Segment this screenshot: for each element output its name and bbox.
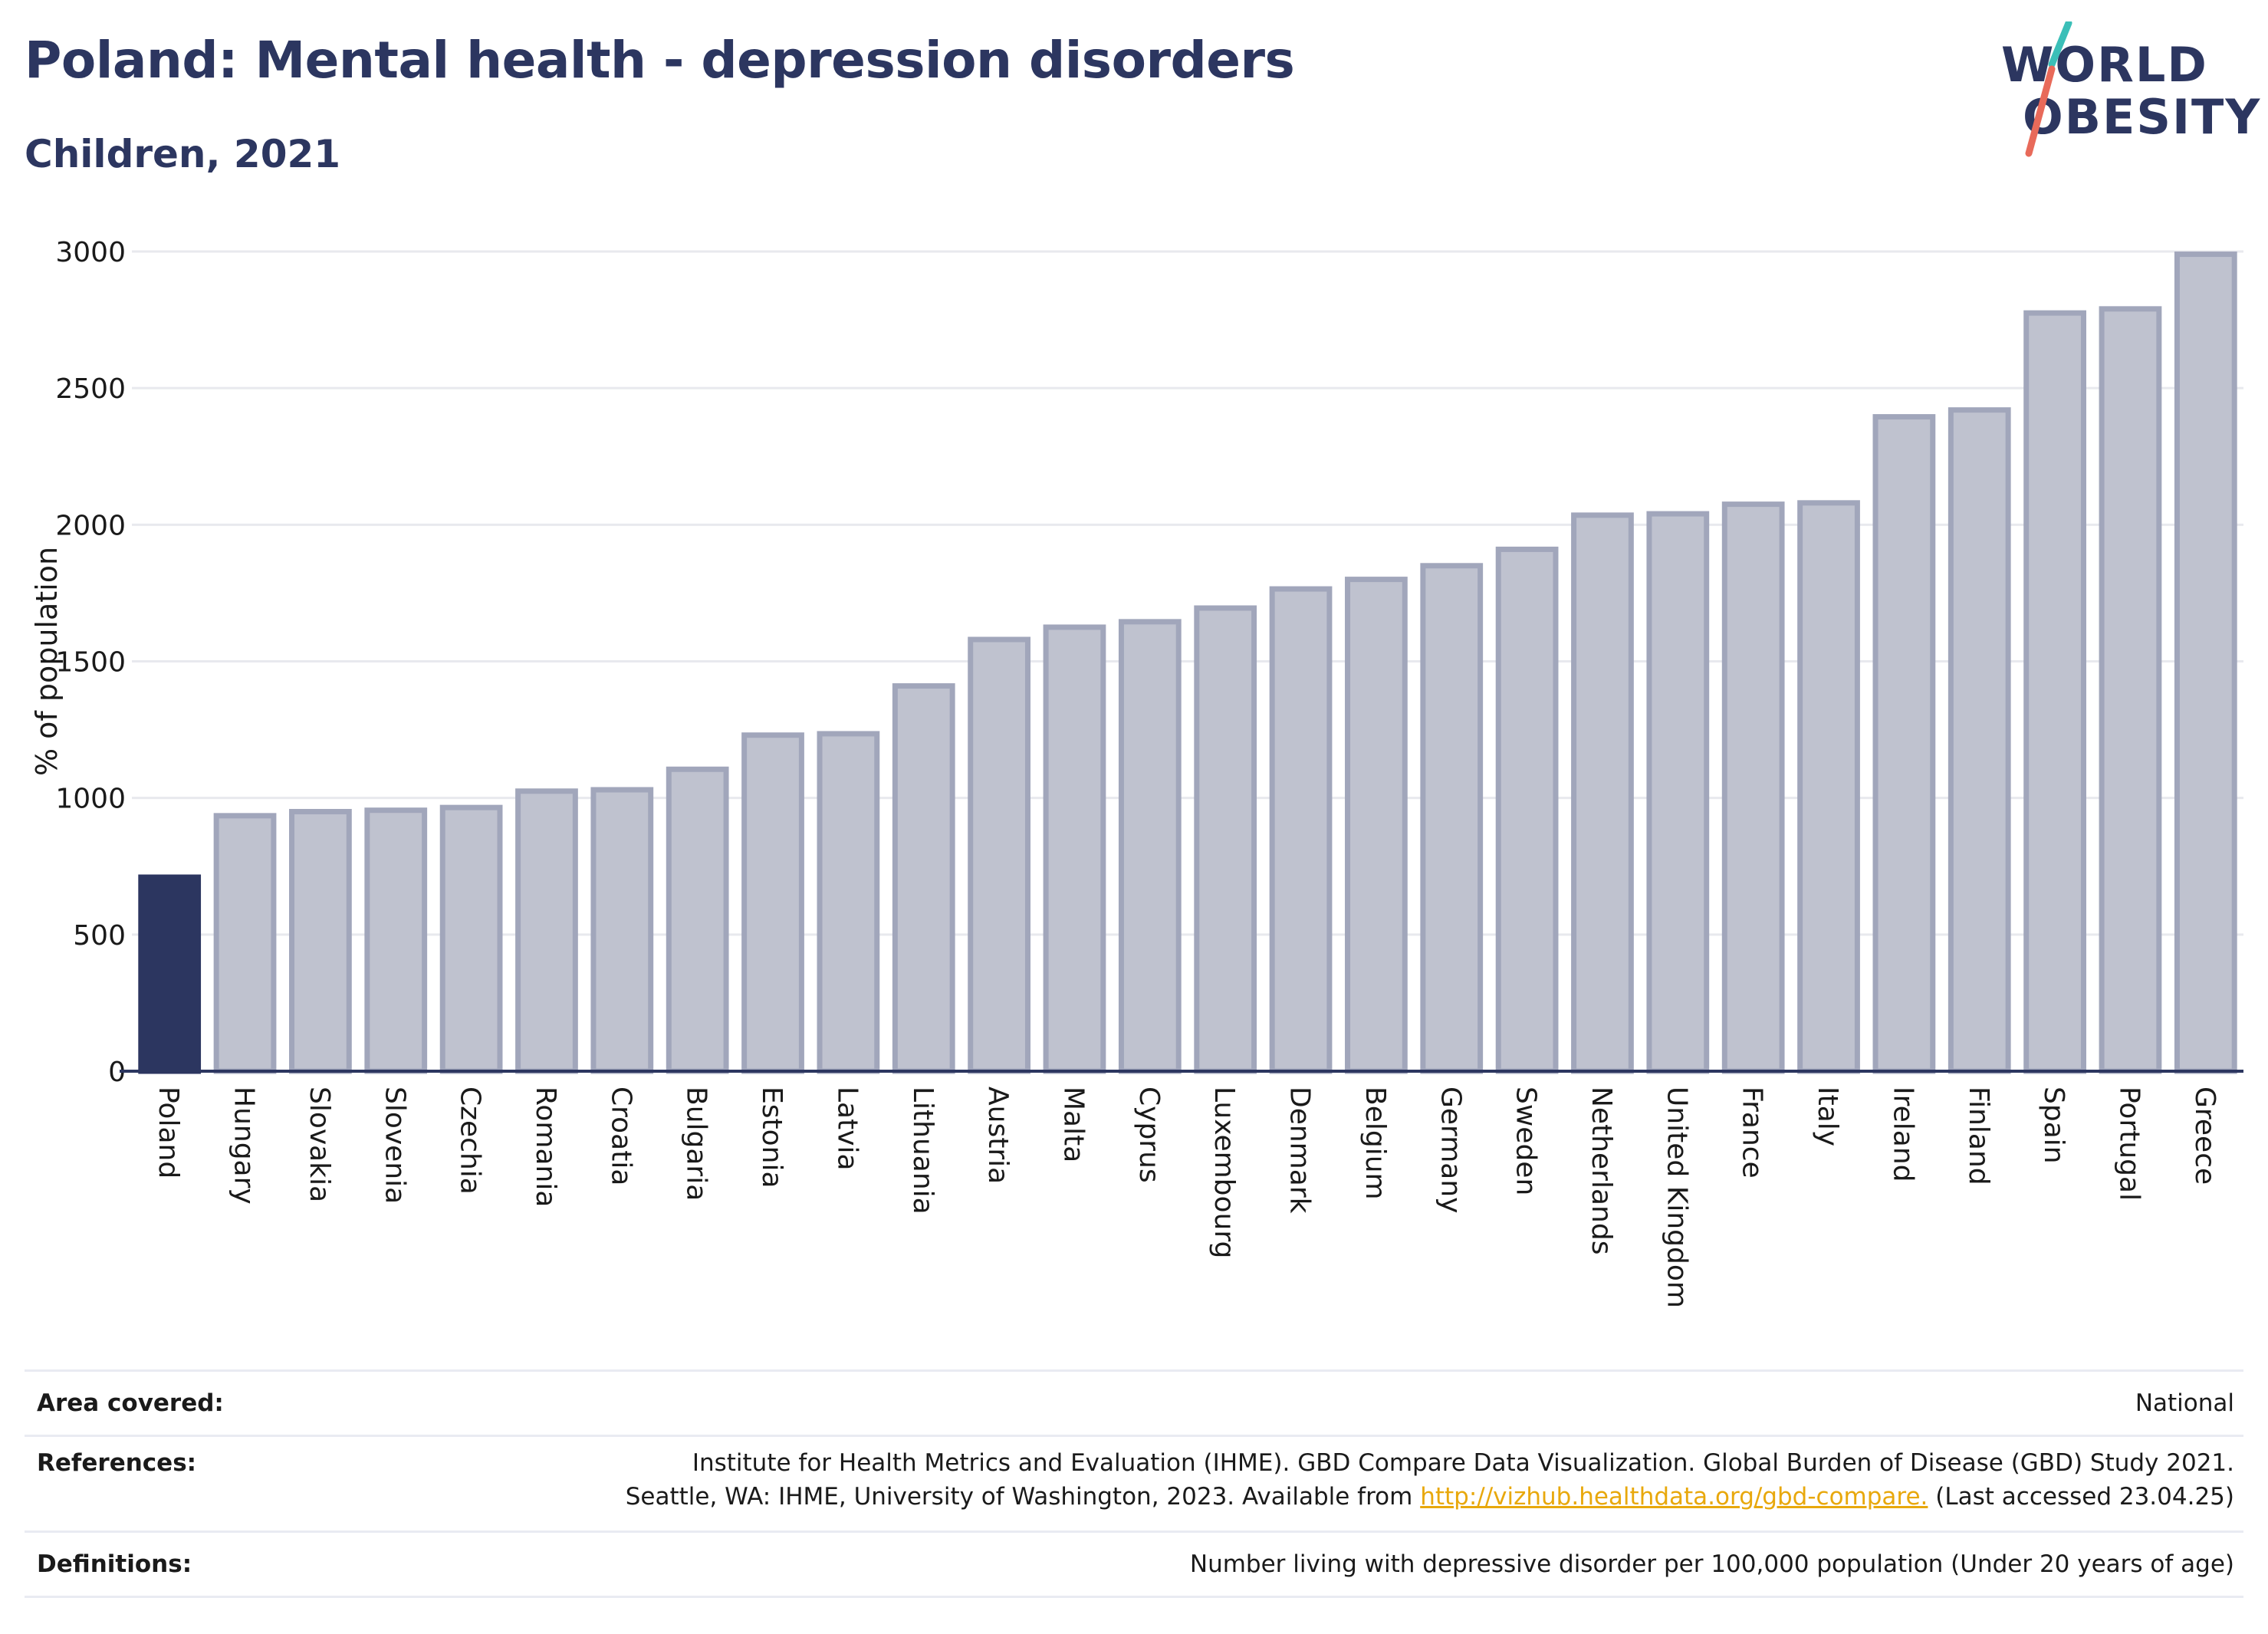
bar-croatia — [590, 787, 654, 1074]
x-tick-label: Slovakia — [304, 1087, 335, 1202]
y-tick-label: 3000 — [55, 237, 126, 268]
area-value: National — [2135, 1389, 2234, 1417]
bar-sweden — [1495, 546, 1559, 1074]
definitions-value: Number living with depressive disorder p… — [1189, 1550, 2234, 1578]
bar-bulgaria — [666, 766, 729, 1074]
bar-finland — [1948, 407, 2011, 1074]
x-tick-label: Estonia — [756, 1087, 787, 1189]
references-line2-pre: Seattle, WA: IHME, University of Washing… — [625, 1483, 1421, 1511]
x-tick-label: Bulgaria — [681, 1087, 712, 1201]
x-tick-label: Malta — [1057, 1087, 1089, 1162]
x-tick-label: Greece — [2189, 1087, 2220, 1185]
x-tick-label: Cyprus — [1133, 1087, 1165, 1183]
footer-row-references: References: Institute for Health Metrics… — [25, 1435, 2243, 1530]
x-tick-label: Latvia — [831, 1087, 863, 1171]
bar-belgium — [1345, 577, 1408, 1074]
y-tick-label: 2000 — [55, 510, 126, 541]
bar-lithuania — [892, 683, 955, 1074]
y-tick-label: 1500 — [55, 647, 126, 679]
bar-cyprus — [1118, 619, 1182, 1074]
x-tick-label: Portugal — [2113, 1087, 2145, 1201]
bar-france — [1721, 501, 1785, 1074]
bar-slovakia — [289, 808, 352, 1074]
y-tick-label: 2500 — [55, 373, 126, 405]
y-tick-label: 500 — [73, 920, 126, 952]
bar-germany — [1420, 563, 1484, 1074]
x-tick-label: Luxembourg — [1208, 1087, 1240, 1258]
bar-ireland — [1872, 414, 1936, 1074]
references-link[interactable]: http://vizhub.healthdata.org/gbd-compare… — [1420, 1483, 1928, 1511]
x-tick-label: Austria — [982, 1087, 1014, 1184]
logo-slash-icon — [2025, 21, 2072, 157]
bar-romania — [515, 788, 578, 1074]
x-tick-label: Lithuania — [907, 1087, 938, 1215]
bar-united-kingdom — [1646, 511, 1710, 1074]
footer-row-area: Area covered: National — [25, 1369, 2243, 1435]
chart-subtitle: Children, 2021 — [25, 132, 341, 176]
bar-denmark — [1269, 586, 1333, 1074]
x-tick-label: Belgium — [1359, 1087, 1391, 1200]
logo-line1: WORLD — [2001, 37, 2208, 93]
x-tick-label: Croatia — [605, 1087, 636, 1185]
footer-row-definitions: Definitions: Number living with depressi… — [25, 1530, 2243, 1598]
bar-slovenia — [364, 807, 428, 1074]
bar-greece — [2174, 252, 2237, 1074]
bar-hungary — [213, 813, 277, 1074]
bar-czechia — [439, 804, 503, 1074]
x-tick-label: Poland — [153, 1087, 184, 1179]
bar-chart: 0 500 1000 1500 2000 2500 3000 % of population P… — [30, 237, 2243, 1308]
x-tick-label: Hungary — [228, 1087, 260, 1205]
y-tick-label: 0 — [108, 1057, 126, 1088]
bar-latvia — [817, 731, 880, 1074]
references-line1: Institute for Health Metrics and Evaluat… — [692, 1449, 2234, 1477]
y-tick-label: 1000 — [55, 784, 126, 815]
x-tick-label: Slovenia — [379, 1087, 410, 1204]
x-tick-label: Romania — [530, 1087, 561, 1207]
bar-italy — [1797, 500, 1860, 1074]
area-label: Area covered: — [37, 1389, 224, 1417]
x-tick-label: Ireland — [1887, 1087, 1918, 1182]
bar-poland — [138, 874, 202, 1074]
logo-line2: OBESITY — [2023, 89, 2262, 145]
bar-malta — [1043, 624, 1106, 1074]
bar-austria — [968, 636, 1030, 1074]
references-line2: Seattle, WA: IHME, University of Washing… — [626, 1480, 2234, 1514]
x-tick-label: Sweden — [1510, 1087, 1542, 1195]
chart-footer: Area covered: National References: Insti… — [25, 1369, 2243, 1598]
y-axis-label: % of population — [30, 547, 64, 776]
bar-netherlands — [1571, 512, 1634, 1074]
bar-luxembourg — [1194, 605, 1257, 1074]
bar-estonia — [741, 732, 804, 1074]
references-line2-post: (Last accessed 23.04.25) — [1928, 1483, 2234, 1511]
chart-title: Poland: Mental health - depression disor… — [25, 31, 1295, 90]
references-value: Institute for Health Metrics and Evaluat… — [626, 1437, 2243, 1514]
x-tick-label: Denmark — [1284, 1087, 1316, 1214]
x-tick-label: Germany — [1435, 1087, 1466, 1213]
bar-portugal — [2099, 306, 2162, 1074]
x-tick-label: Italy — [1812, 1087, 1843, 1146]
references-label: References: — [37, 1449, 197, 1477]
x-tick-label: Czechia — [455, 1087, 486, 1195]
x-tick-label: United Kingdom — [1661, 1087, 1692, 1308]
x-tick-label: France — [1737, 1087, 1768, 1179]
x-tick-label: Finland — [1963, 1087, 1994, 1185]
x-tick-label: Spain — [2038, 1087, 2069, 1164]
definitions-label: Definitions: — [37, 1550, 192, 1578]
x-tick-label: Netherlands — [1586, 1087, 1617, 1254]
world-obesity-logo: WORLD OBESITY — [2001, 21, 2260, 159]
bar-spain — [2023, 310, 2086, 1074]
